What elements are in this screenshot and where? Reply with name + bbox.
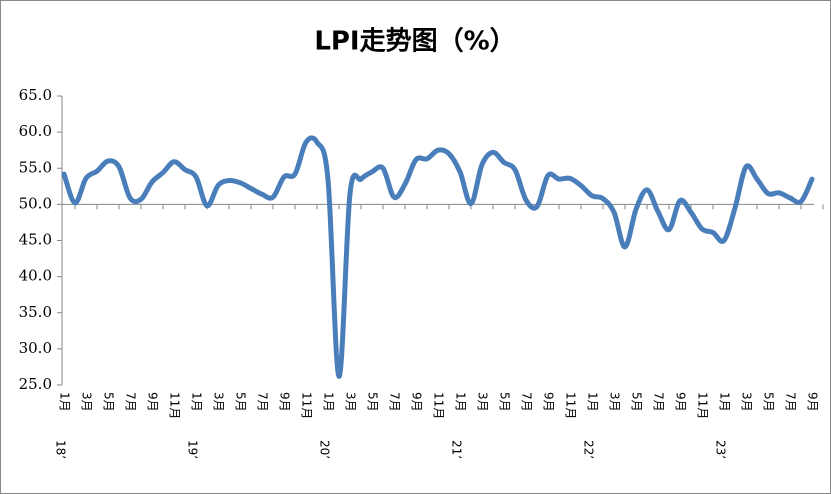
x-tick-label: 5月	[234, 392, 248, 412]
x-tick-label: 1月	[586, 392, 600, 412]
x-tick-label: 11月	[168, 392, 182, 419]
x-tick-label: 5月	[102, 392, 116, 412]
year-label: 22’	[582, 440, 596, 459]
x-tick-label: 7月	[256, 392, 270, 412]
x-tick-label: 7月	[520, 392, 534, 412]
x-tick-label: 1月	[322, 392, 336, 412]
y-tick-label: 55.0	[19, 158, 52, 176]
x-tick-label: 5月	[366, 392, 380, 412]
x-tick-label: 11月	[432, 392, 446, 419]
x-tick-label: 3月	[608, 392, 622, 412]
year-label: 20’	[318, 440, 332, 459]
year-label: 23’	[714, 440, 728, 459]
x-tick-label: 3月	[80, 392, 94, 412]
y-tick-label: 45.0	[19, 231, 52, 249]
x-tick-label: 9月	[806, 392, 820, 412]
x-tick-label: 11月	[300, 392, 314, 419]
y-tick-label: 60.0	[19, 122, 52, 140]
x-tick-label: 5月	[498, 392, 512, 412]
y-tick-label: 35.0	[19, 303, 52, 321]
x-tick-label: 1月	[718, 392, 732, 412]
x-tick-label: 9月	[146, 392, 160, 412]
x-tick-label: 7月	[784, 392, 798, 412]
x-tick-label: 5月	[630, 392, 644, 412]
x-tick-label: 3月	[344, 392, 358, 412]
year-label: 19’	[186, 440, 200, 459]
x-tick-label: 1月	[454, 392, 468, 412]
x-tick-label: 5月	[762, 392, 776, 412]
y-tick-label: 65.0	[19, 86, 52, 104]
x-tick-label: 7月	[388, 392, 402, 412]
x-tick-label: 7月	[124, 392, 138, 412]
chart-title: LPI走势图（%）	[314, 27, 515, 57]
x-tick-label: 1月	[190, 392, 204, 412]
x-tick-label: 11月	[564, 392, 578, 419]
x-tick-label: 9月	[674, 392, 688, 412]
x-tick-label: 9月	[278, 392, 292, 412]
x-tick-label: 7月	[652, 392, 666, 412]
x-tick-label: 3月	[212, 392, 226, 412]
x-tick-label: 11月	[696, 392, 710, 419]
y-tick-label: 30.0	[19, 339, 52, 357]
x-tick-label: 9月	[410, 392, 424, 412]
x-tick-label: 3月	[476, 392, 490, 412]
data-line	[61, 135, 815, 379]
year-label: 18’	[54, 440, 68, 459]
x-tick-label: 9月	[542, 392, 556, 412]
x-tick-label: 1月	[58, 392, 72, 412]
year-label: 21’	[450, 440, 464, 459]
y-tick-label: 25.0	[19, 375, 52, 393]
x-tick-label: 3月	[740, 392, 754, 412]
y-tick-label: 50.0	[19, 194, 52, 212]
y-tick-label: 40.0	[19, 267, 52, 285]
